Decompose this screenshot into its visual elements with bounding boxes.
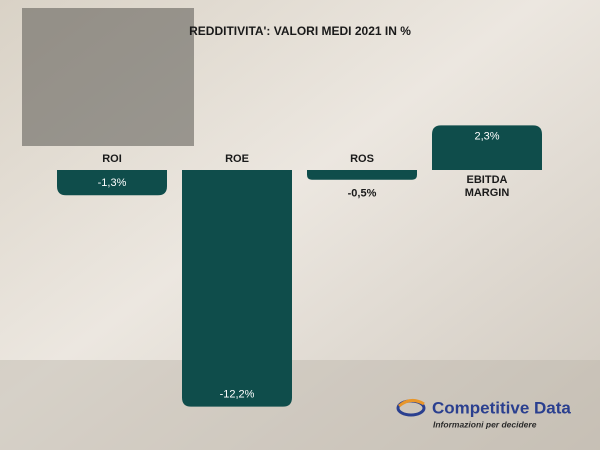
- category-label: ROI: [102, 153, 122, 165]
- bar: [307, 170, 417, 180]
- category-label: EBITDA MARGIN: [464, 174, 510, 199]
- value-label: -12,2%: [220, 389, 255, 401]
- logo: Competitive Data Informazioni per decide…: [396, 398, 571, 429]
- background-counter: [0, 360, 600, 450]
- background-board: [22, 8, 194, 146]
- bar: [57, 170, 167, 196]
- value-label: -0,5%: [348, 188, 377, 200]
- value-label: 2,3%: [474, 130, 499, 142]
- bar: [432, 125, 542, 170]
- logo-tagline: Informazioni per decidere: [433, 419, 537, 429]
- logo-name: Competitive Data: [432, 398, 571, 417]
- value-label: -1,3%: [98, 177, 127, 189]
- logo-icon-arc: [398, 399, 425, 408]
- category-label: ROS: [350, 153, 374, 165]
- bar: [182, 170, 292, 407]
- category-label: ROE: [225, 153, 249, 165]
- chart-title: REDDITIVITA': VALORI MEDI 2021 IN %: [189, 24, 411, 38]
